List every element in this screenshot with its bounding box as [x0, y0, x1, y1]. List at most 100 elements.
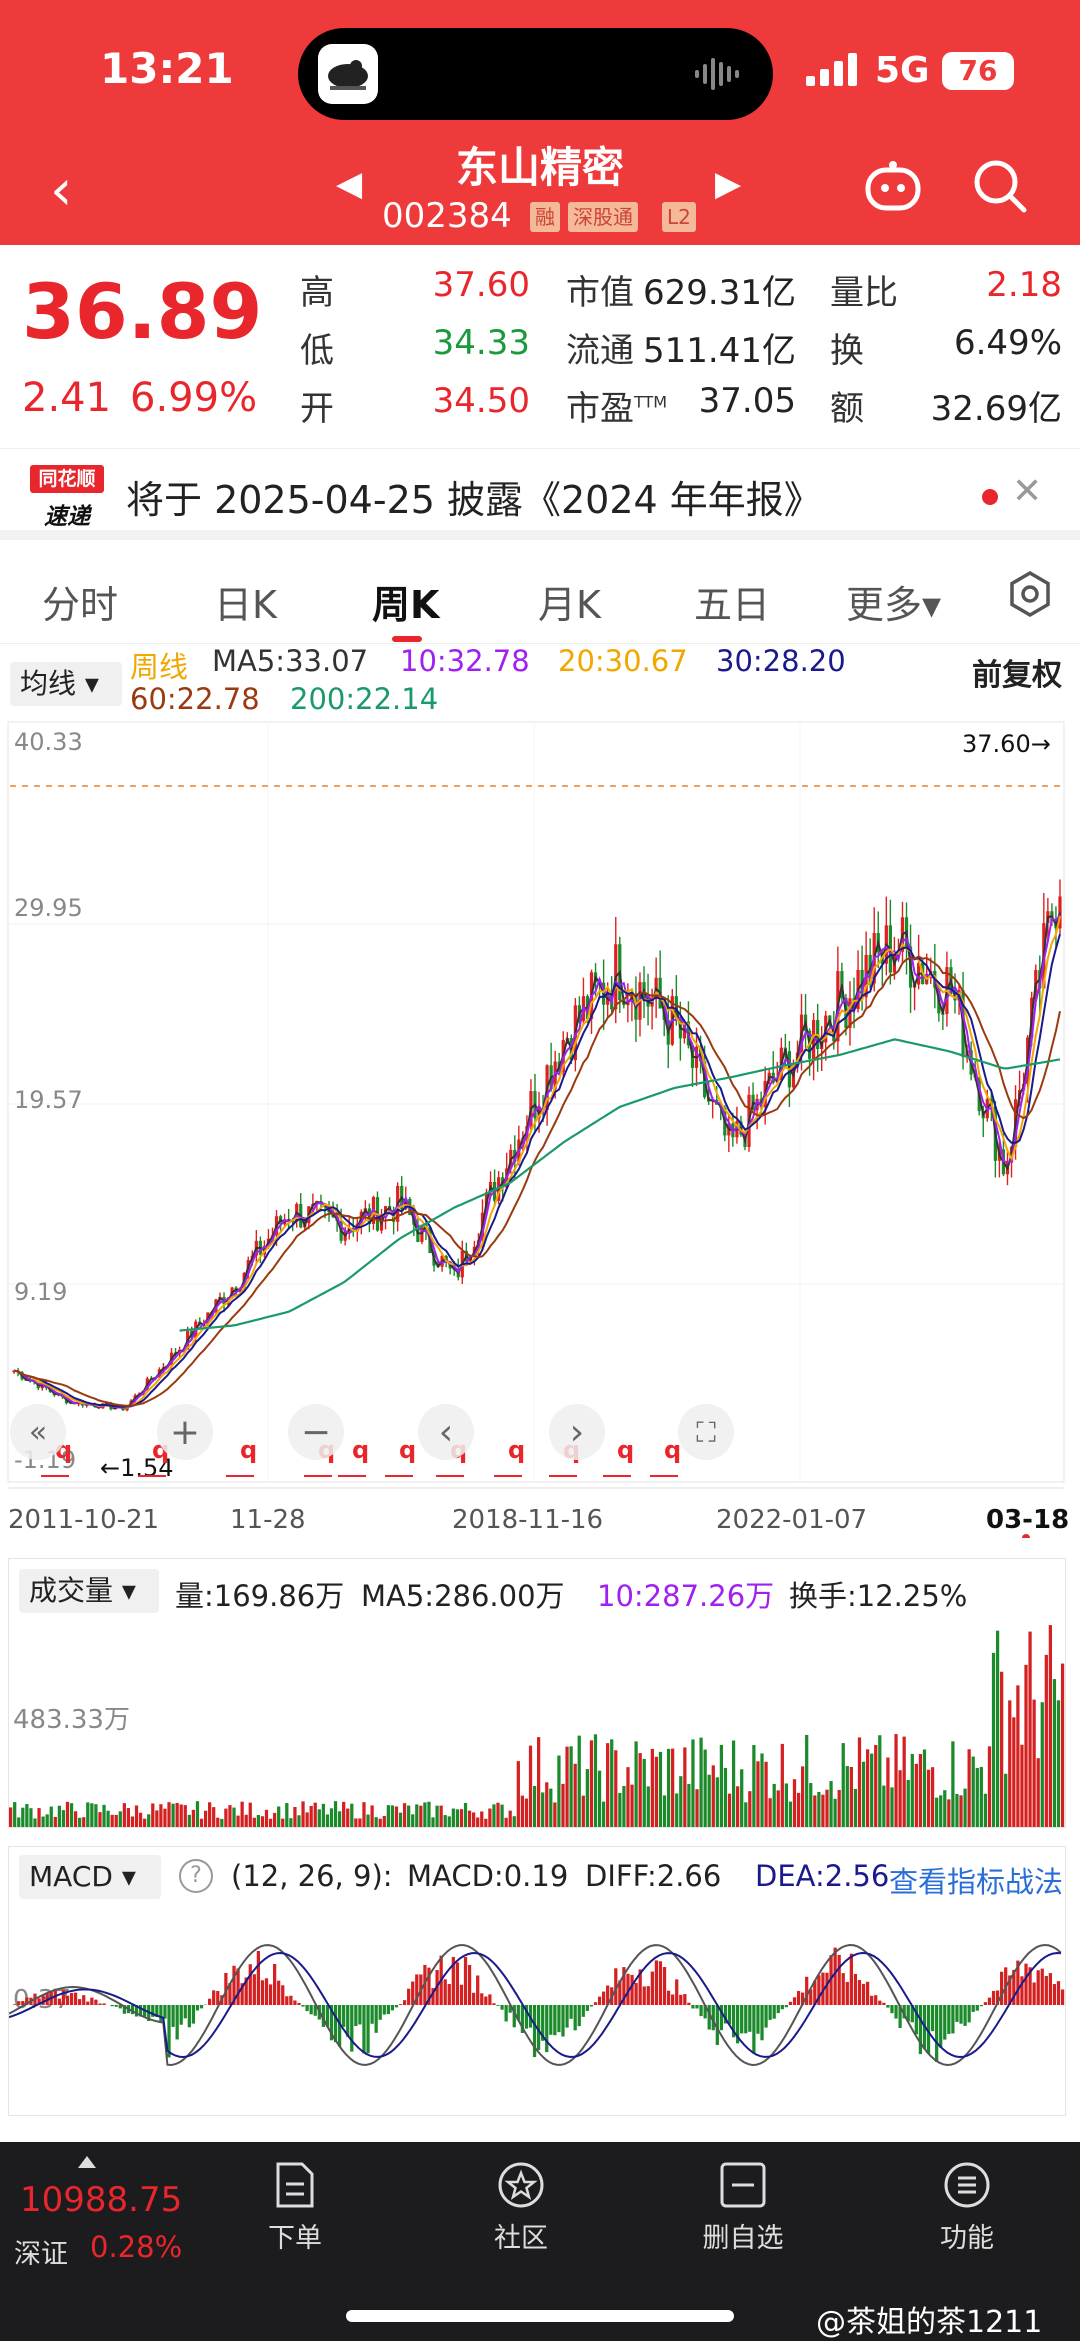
volume-y-tick: 483.33万: [13, 1705, 130, 1735]
pan-right-button[interactable]: ›: [549, 1404, 605, 1460]
zoom-in-button[interactable]: +: [157, 1404, 213, 1460]
volume-bar: [309, 1806, 313, 1827]
home-indicator[interactable]: [346, 2310, 734, 2322]
volume-bar: [833, 1798, 837, 1827]
volume-bar: [171, 1803, 175, 1827]
macd-bar: [683, 1994, 687, 2005]
fullscreen-button[interactable]: ⛶: [678, 1404, 734, 1460]
remove-watchlist-button[interactable]: 删自选: [688, 2160, 798, 2255]
volume-bar: [1008, 1700, 1012, 1827]
kline-chart[interactable]: 40.33 29.95 19.57 9.19 -1.19 37.60→ ←1.5…: [0, 718, 1080, 1538]
tab-five-day[interactable]: 五日: [694, 583, 771, 627]
volume-bar: [935, 1797, 939, 1827]
macd-bar: [110, 2005, 114, 2007]
zoom-out-button[interactable]: −: [288, 1404, 344, 1460]
macd-bar: [488, 1994, 492, 2005]
search-icon[interactable]: [972, 158, 1028, 214]
order-icon: [276, 2162, 314, 2208]
volume-bar: [73, 1811, 78, 1827]
pan-left-button[interactable]: ‹: [418, 1404, 474, 1460]
help-icon[interactable]: ?: [179, 1859, 213, 1893]
svg-text:«: «: [29, 1415, 47, 1450]
volume-bar: [147, 1814, 151, 1827]
macd-panel[interactable]: MACD ▾ ? (12, 26, 9): MACD:0.19 DIFF:2.6…: [8, 1846, 1066, 2116]
volume-label: 量:169.86万: [175, 1579, 345, 1613]
function-menu-button[interactable]: 功能: [912, 2160, 1022, 2255]
macd-bar: [25, 1997, 29, 2005]
back-icon[interactable]: ‹: [50, 158, 73, 223]
dea-line: [9, 1951, 1061, 2059]
volume-bar: [719, 1744, 724, 1827]
tab-more[interactable]: 更多▾: [846, 583, 942, 627]
volume-bar: [61, 1810, 66, 1827]
macd-bar: [179, 2005, 183, 2025]
volume-bar: [882, 1785, 886, 1827]
macd-bar: [878, 2000, 882, 2005]
volume-bar: [727, 1793, 732, 1827]
volume-bar: [703, 1749, 707, 1827]
volume-bar: [930, 1767, 935, 1827]
community-button[interactable]: 社区: [466, 2160, 576, 2255]
volume-panel[interactable]: 成交量 ▾ 量:169.86万 MA5:286.00万 10:287.26万 换…: [8, 1558, 1066, 1828]
macd-bar: [715, 2005, 719, 2045]
macd-selector[interactable]: MACD ▾: [19, 1855, 161, 1899]
level2-tag: L2: [662, 202, 696, 232]
macd-bar: [1036, 1970, 1040, 2005]
volume-bar: [561, 1783, 565, 1827]
volume-bar: [825, 1789, 829, 1827]
price-adjust-toggle[interactable]: 前复权: [972, 658, 1062, 693]
macd-bar: [906, 2005, 910, 2022]
volume-bar: [167, 1802, 171, 1827]
macd-bar: [398, 2004, 403, 2005]
settings-icon[interactable]: [1006, 570, 1054, 618]
volume-bar: [260, 1816, 265, 1827]
prev-stock-icon[interactable]: ◀: [336, 164, 363, 204]
network-type: 5G: [875, 50, 930, 91]
order-button[interactable]: 下单: [240, 2160, 350, 2255]
volume-bar: [155, 1810, 159, 1827]
volume-bar: [78, 1817, 82, 1827]
tab-daily[interactable]: 日K: [214, 583, 277, 627]
volume-bar: [845, 1766, 849, 1827]
volume-bar: [744, 1802, 748, 1827]
macd-bar: [666, 1990, 671, 2005]
tab-monthly[interactable]: 月K: [538, 583, 601, 627]
volume-bar: [98, 1812, 102, 1827]
tab-weekly[interactable]: 周K: [372, 583, 440, 627]
event-marker: q: [617, 1436, 634, 1464]
macd-bar: [736, 2005, 740, 2044]
volume-bar: [947, 1799, 951, 1827]
indicator-selector[interactable]: 均线 ▾: [10, 662, 122, 706]
macd-bar: [94, 1999, 98, 2005]
indicator-strategy-link[interactable]: 查看指标战法: [889, 1865, 1064, 1899]
collapse-left-button[interactable]: «: [10, 1404, 66, 1460]
macd-bar: [346, 2005, 350, 2037]
volume-selector[interactable]: 成交量 ▾: [19, 1569, 159, 1613]
volume-bar: [175, 1802, 179, 1827]
volume-bar: [321, 1803, 325, 1827]
volume-bar: [126, 1808, 131, 1827]
index-value[interactable]: 10988.75: [20, 2180, 183, 2220]
volume-bar: [354, 1818, 358, 1827]
close-icon[interactable]: ✕: [1012, 471, 1043, 512]
min-price-label: ←1.54: [100, 1454, 174, 1482]
volume-bar: [1012, 1717, 1016, 1827]
macd-bar: [496, 2005, 500, 2006]
volume-bar: [545, 1782, 549, 1827]
macd-bar: [463, 1957, 468, 2005]
x-tick-1: 11-28: [230, 1505, 306, 1535]
macd-value: MACD:0.19: [407, 1859, 569, 1893]
announcement-banner[interactable]: 同花顺 速递 将于 2025-04-25 披露《2024 年年报》 ✕: [0, 448, 1080, 540]
macd-bar: [443, 1979, 447, 2005]
macd-bar: [191, 2005, 196, 2024]
ma-line: [13, 955, 1061, 1407]
volume-bar: [731, 1740, 736, 1827]
macd-bar: [411, 1981, 415, 2005]
volume-bar: [683, 1747, 687, 1827]
volume-bar: [301, 1801, 305, 1827]
robot-assistant-icon[interactable]: [864, 160, 922, 212]
app-icon[interactable]: [318, 44, 378, 104]
macd-bar: [565, 2005, 569, 2028]
next-stock-icon[interactable]: ▶: [715, 164, 742, 204]
tab-intraday[interactable]: 分时: [42, 583, 119, 627]
